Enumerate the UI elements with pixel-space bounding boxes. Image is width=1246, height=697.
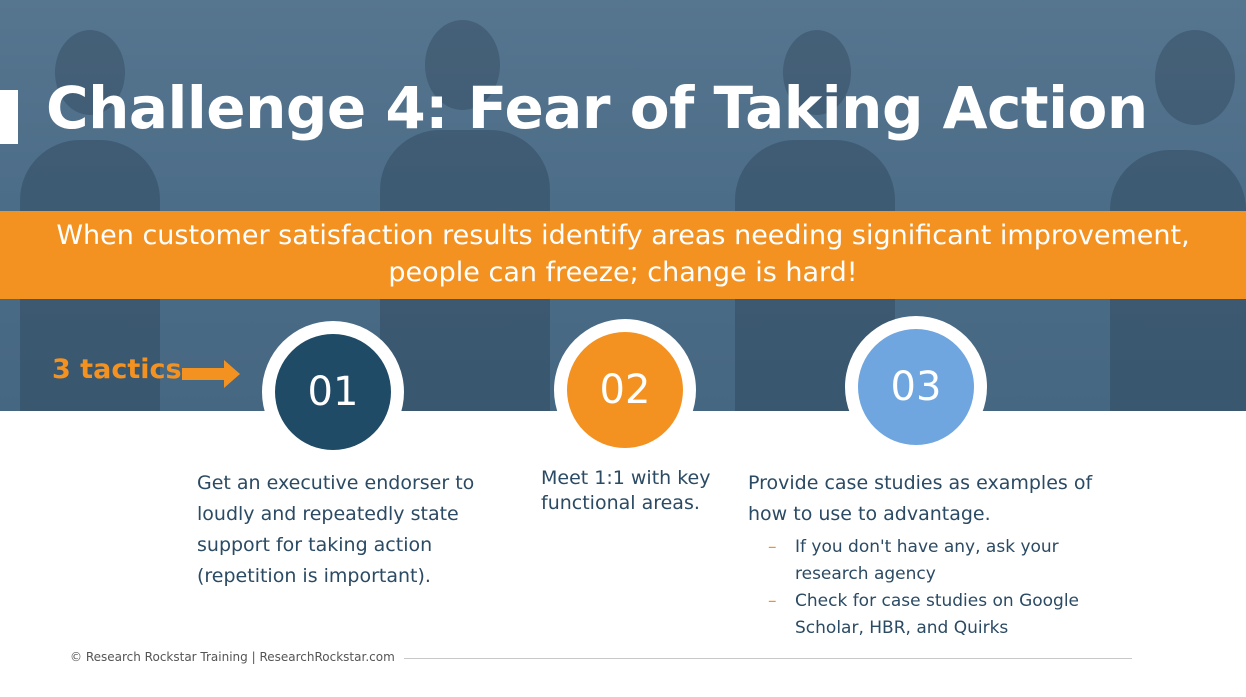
tactic-1-text: Get an executive endorser to loudly and …	[197, 472, 475, 587]
right-arrow-icon	[182, 360, 240, 388]
slide-title: Challenge 4: Fear of Taking Action	[46, 74, 1148, 142]
tactic-1-badge: 01	[262, 321, 404, 463]
list-item: – Check for case studies on Google Schol…	[748, 588, 1098, 642]
sub-item-text: If you don't have any, ask your research…	[795, 537, 1059, 584]
challenge-banner: When customer satisfaction results ident…	[0, 211, 1246, 299]
person-silhouette	[380, 0, 550, 411]
dash-bullet-icon: –	[768, 537, 777, 557]
footer-copyright: © Research Rockstar Training | ResearchR…	[70, 650, 395, 664]
banner-line-2: people can freeze; change is hard!	[388, 257, 858, 288]
tactic-3-text: Provide case studies as examples of how …	[748, 472, 1093, 525]
list-item: – If you don't have any, ask your resear…	[748, 534, 1098, 588]
tactic-3-badge: 03	[845, 316, 987, 458]
tactic-3-block: Provide case studies as examples of how …	[748, 468, 1098, 642]
banner-line-1: When customer satisfaction results ident…	[56, 220, 1190, 251]
footer-divider	[404, 658, 1132, 659]
dash-bullet-icon: –	[768, 591, 777, 611]
person-silhouette	[1100, 0, 1246, 411]
tactics-label: 3 tactics	[52, 354, 182, 385]
tactic-2-text: Meet 1:1 with key functional areas.	[541, 467, 711, 514]
tactic-2-badge: 02	[554, 319, 696, 461]
tactic-2-number: 02	[567, 332, 683, 448]
tactic-1-number: 01	[275, 334, 391, 450]
sub-item-text: Check for case studies on Google Scholar…	[795, 591, 1080, 638]
title-accent-bar	[0, 90, 18, 144]
tactic-3-number: 03	[858, 329, 974, 445]
person-silhouette	[20, 0, 160, 411]
tactic-3-sub-list: – If you don't have any, ask your resear…	[748, 534, 1098, 642]
